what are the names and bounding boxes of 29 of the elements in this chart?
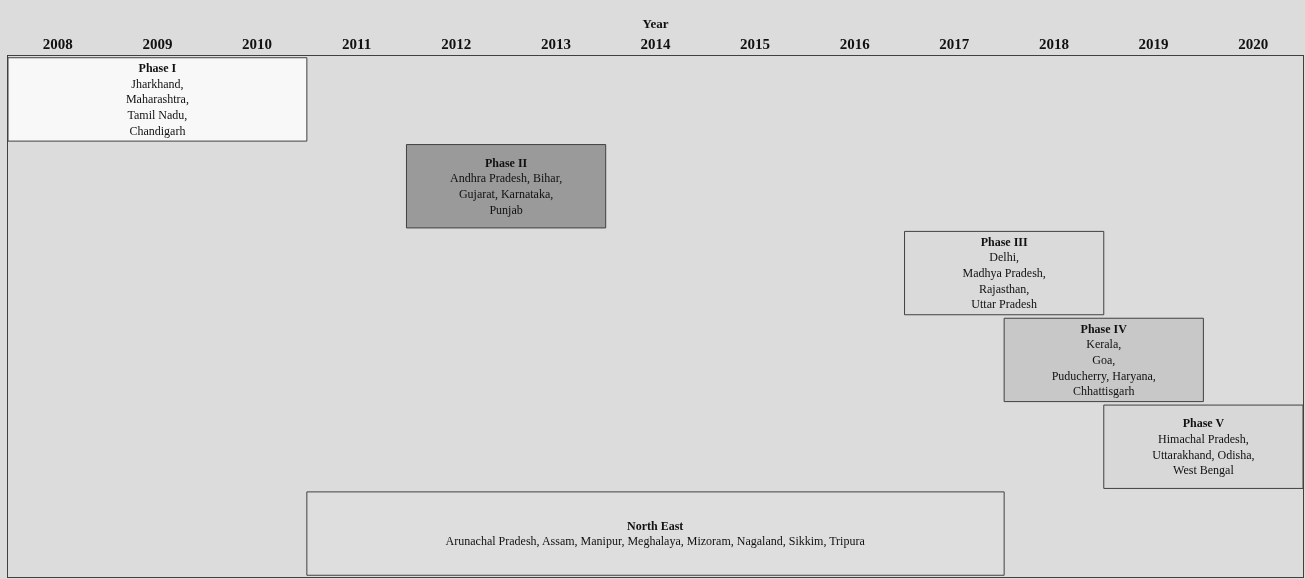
x-tick-label: 2012 xyxy=(441,36,472,52)
x-axis-title: Year xyxy=(642,15,669,31)
x-tick-label: 2010 xyxy=(242,36,273,52)
data-label: Andhra Pradesh, Bihar, Gujarat, Karnataka, Punjab xyxy=(449,171,563,217)
x-tick-label: 2018 xyxy=(1038,36,1069,52)
x-tick-label: 2019 xyxy=(1138,36,1169,52)
bar xyxy=(904,230,1105,316)
y-tick-label: North East xyxy=(626,518,684,533)
y-tick-label: Phase III xyxy=(980,234,1028,249)
y-tick-label: Phase II xyxy=(484,155,528,170)
data-label: Arunachal Pradesh, Assam, Manipur, Meghalaya, Mizoram, Nagaland, Sikkim, Tripura xyxy=(445,534,866,549)
x-tick-label: 2016 xyxy=(839,36,871,52)
y-tick-label: Phase IV xyxy=(1080,321,1128,336)
x-tick-label: 2008 xyxy=(42,36,73,52)
x-tick-label: 2009 xyxy=(142,36,173,52)
data-label: Delhi, Madhya Pradesh, Rajasthan, Uttar Pradesh xyxy=(962,250,1046,312)
y-tick-label: Phase V xyxy=(1182,416,1225,431)
x-tick-label: 2014 xyxy=(640,36,671,52)
x-tick-label: 2011 xyxy=(342,36,372,52)
x-tick-label: 2020 xyxy=(1238,36,1269,52)
y-tick-label: Phase I xyxy=(138,61,177,76)
data-label: Himachal Pradesh, Uttarakhand, Odisha, West Bengal xyxy=(1152,431,1255,478)
x-tick-label: 2015 xyxy=(740,36,771,52)
data-label: Kerala, Goa, Puducherry, Haryana, Chhattisgarh xyxy=(1051,337,1156,399)
bar xyxy=(1003,317,1204,403)
x-tick-label: 2017 xyxy=(939,36,970,52)
x-tick-label: 2013 xyxy=(540,36,571,52)
data-label: Jharkhand, Maharashtra, Tamil Nadu, Chandigarh xyxy=(125,76,189,138)
bar xyxy=(405,144,607,229)
